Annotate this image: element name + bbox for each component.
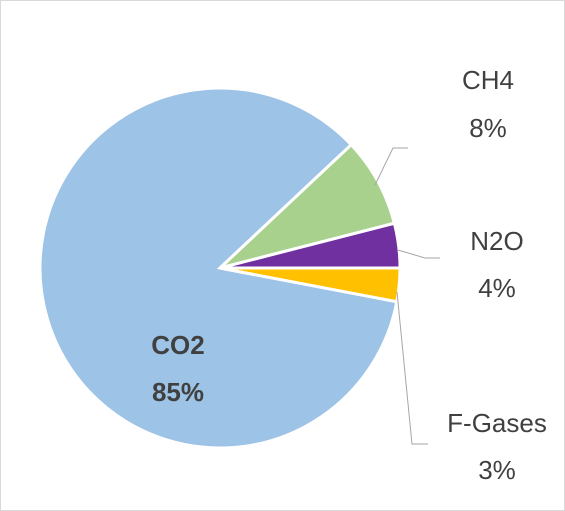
leader-line xyxy=(374,147,408,186)
slice-category-label: CH4 xyxy=(462,65,514,95)
slice-value-label: 3% xyxy=(478,455,516,485)
pie-slice xyxy=(219,266,402,304)
slice-category-label: F-Gases xyxy=(447,408,547,438)
slice-category-label: N2O xyxy=(470,226,523,256)
pie-slice xyxy=(38,86,399,450)
slice-category-label: CO2 xyxy=(151,330,204,360)
slice-value-label: 4% xyxy=(478,273,516,303)
leader-line xyxy=(397,249,440,259)
leader-line xyxy=(396,291,428,445)
pie-slice xyxy=(218,142,397,270)
slice-value-label: 8% xyxy=(469,113,507,143)
slice-value-label: 85% xyxy=(152,377,204,407)
